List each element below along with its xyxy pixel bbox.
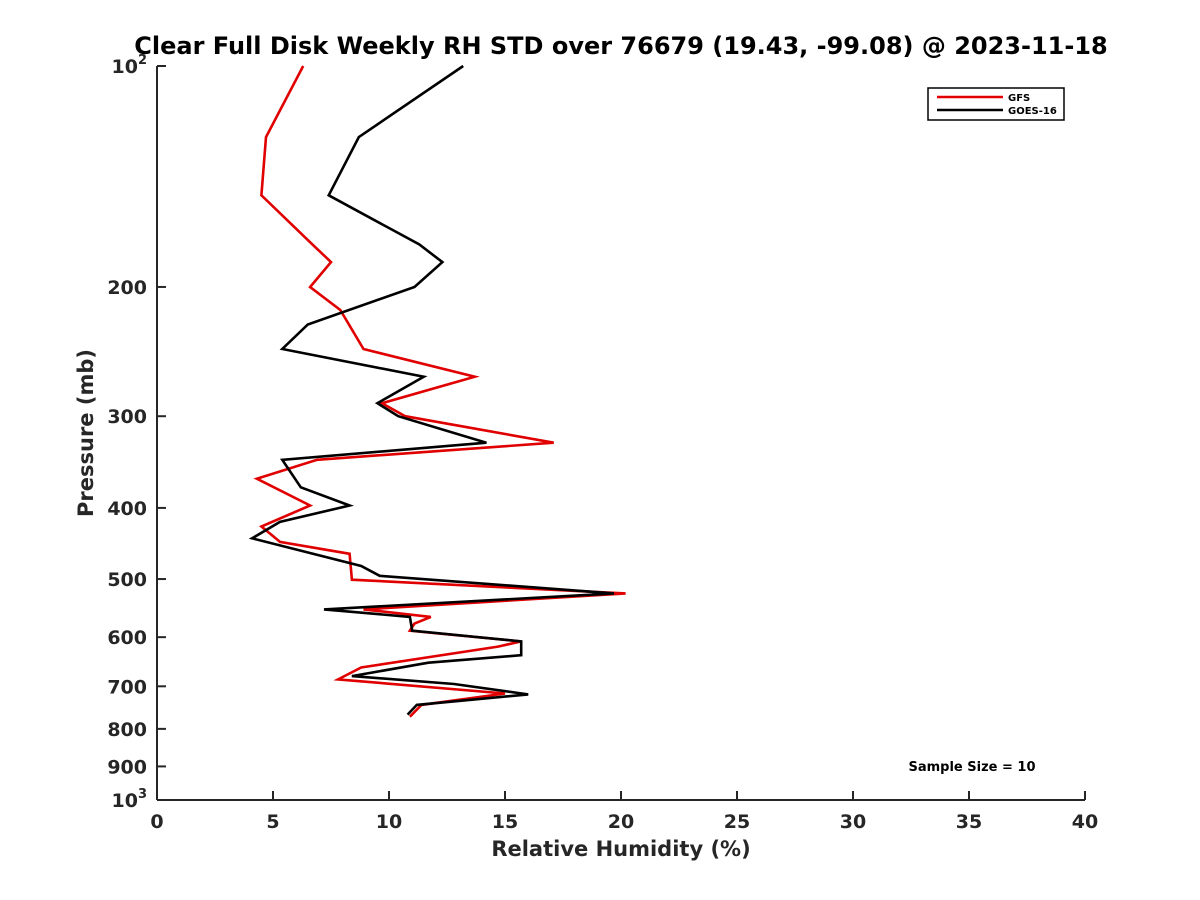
x-tick-label: 25 [724,811,750,833]
series-line-gfs [253,65,626,718]
legend-box [927,87,1065,121]
y-axis-label: Pressure (mb) [74,349,98,517]
series-line-goes-16 [248,64,615,716]
series-layer [248,64,626,718]
x-tick-label: 30 [840,811,866,833]
y-tick-label: 400 [107,498,147,520]
x-tick-label: 40 [1072,811,1098,833]
y-tick-label: 103 [112,787,148,812]
x-tick-label: 20 [608,811,634,833]
legend: GFS GOES-16 [927,87,1065,121]
x-tick-label: 35 [956,811,982,833]
chart-title: Clear Full Disk Weekly RH STD over 76679… [134,32,1107,60]
y-tick-label: 900 [107,756,147,778]
x-tick-label: 0 [150,811,163,833]
y-tick-label: 600 [107,627,147,649]
x-tick-label: 10 [376,811,402,833]
legend-label-gfs: GFS [1008,93,1030,104]
y-tick-label: 700 [107,676,147,698]
y-tick-label: 102 [112,53,148,78]
y-tick-label: 200 [107,277,147,299]
legend-label-goes16: GOES-16 [1008,106,1057,117]
y-tick-label: 500 [107,569,147,591]
x-axis-label: Relative Humidity (%) [491,837,750,861]
y-tick-label: 800 [107,719,147,741]
sample-size-annotation: Sample Size = 10 [908,760,1035,775]
x-tick-label: 5 [266,811,279,833]
x-tick-label: 15 [492,811,518,833]
x-axis-ticks: 0 5 10 15 20 25 30 35 40 [150,791,1098,833]
y-tick-label: 300 [107,406,147,428]
y-axis-ticks: 102 200 300 400 500 600 700 800 900 103 [107,53,166,812]
